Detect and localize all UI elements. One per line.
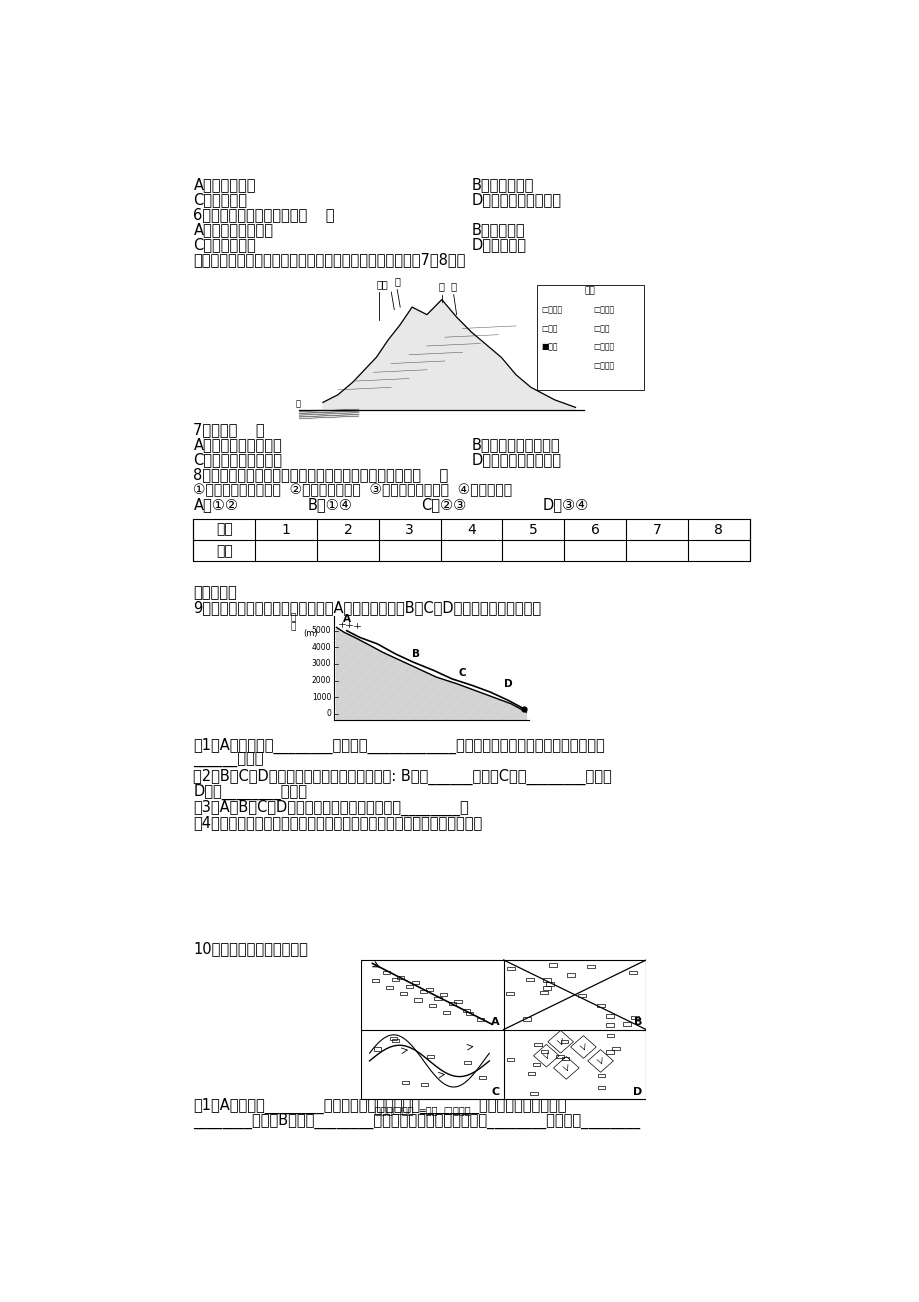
Text: 8．岛内最大零售商业点位于甲村，主要形成原因是该村（    ）: 8．岛内最大零售商业点位于甲村，主要形成原因是该村（ ） [193,467,448,483]
Text: 1: 1 [281,522,290,536]
Text: （2）B、C、D三处流水作用的主要表现形式是: B地为______作用，C地为________作用，: （2）B、C、D三处流水作用的主要表现形式是: B地为______作用，C地为_… [193,768,611,785]
Text: 8: 8 [713,522,722,536]
Text: 5: 5 [528,522,537,536]
Text: （3）A、B、C、D四点中，最适宜形成聚落的是________。: （3）A、B、C、D四点中，最适宜形成聚落的是________。 [193,799,469,816]
Text: 下图为「北半球某热带海岛地质、地貌示意图」。读图回筗7～8题。: 下图为「北半球某热带海岛地质、地貌示意图」。读图回筗7～8题。 [193,253,465,267]
Text: ①地形平坦，交通便利  ②商业从业人口多  ③商业组织形式复杂  ④人口数量大: ①地形平坦，交通便利 ②商业从业人口多 ③商业组织形式复杂 ④人口数量大 [193,483,512,497]
Text: B．丙处侵蚀比对岸强: B．丙处侵蚀比对岸强 [471,437,560,453]
Text: ________延伸。B聚落属________状聚落，一般位于耕作地区的________。平原和________: ________延伸。B聚落属________状聚落，一般位于耕作地区的____… [193,1113,640,1129]
Text: C．塔里木盆地: C．塔里木盆地 [193,237,255,253]
Text: B．冲积扇平原: B．冲积扇平原 [471,177,533,191]
Text: 10．读图，完成下列各题。: 10．读图，完成下列各题。 [193,941,308,956]
Text: 7: 7 [652,522,661,536]
Text: 答案: 答案 [216,544,233,557]
Text: D．戊处位于背斜谷内: D．戊处位于背斜谷内 [471,453,561,467]
Text: A．乙处为河流冲积扇: A．乙处为河流冲积扇 [193,437,282,453]
Text: 6．图示的地貌可能分布在（    ）: 6．图示的地貌可能分布在（ ） [193,207,335,221]
Text: 7．图中（    ）: 7．图中（ ） [193,422,265,437]
Text: 6: 6 [590,522,599,536]
Text: B．①④: B．①④ [307,497,352,513]
Text: C．②③: C．②③ [421,497,466,513]
Text: C．山麓沙丘: C．山麓沙丘 [193,191,247,207]
Text: D．河流沿岸冲积平原: D．河流沿岸冲积平原 [471,191,561,207]
Text: C．丁处矿床为天然气: C．丁处矿床为天然气 [193,453,282,467]
Text: A．①②: A．①② [193,497,238,513]
Text: 题号: 题号 [216,522,233,536]
Text: 4: 4 [467,522,475,536]
Text: D．③④: D．③④ [542,497,588,513]
Text: 2: 2 [343,522,352,536]
Text: 9．读图，比较北半球某河源头附近A地和河流经过的B、C、D三地，回答下列问题。: 9．读图，比较北半球某河源头附近A地和河流经过的B、C、D三地，回答下列问题。 [193,600,541,615]
Text: （1）A聚落属于________状聚落，是因近水源而沿________伸展，或避免洪水而沿: （1）A聚落属于________状聚落，是因近水源而沿________伸展，或避… [193,1098,566,1113]
Text: A．三角洲平原: A．三角洲平原 [193,177,255,191]
Text: （1）A处谷地，是________型谷，由____________作用形成。河流源头的主要补给方式为: （1）A处谷地，是________型谷，由____________作用形成。河流… [193,738,605,754]
Text: （4）河口沙洲因泥沙不断堆积而扩大，最终与河流的哪岸相连？为什么？: （4）河口沙洲因泥沙不断堆积而扩大，最终与河流的哪岸相连？为什么？ [193,815,482,831]
Text: 二、综合题: 二、综合题 [193,585,237,600]
Bar [193,519,749,561]
Text: A．长江中下游平原: A．长江中下游平原 [193,221,273,237]
Text: B．东北平原: B．东北平原 [471,221,525,237]
Text: D．青藏高原: D．青藏高原 [471,237,526,253]
Text: ______补给。: ______补给。 [193,754,264,768]
Text: D地为________作用。: D地为________作用。 [193,784,307,799]
Text: 3: 3 [405,522,414,536]
